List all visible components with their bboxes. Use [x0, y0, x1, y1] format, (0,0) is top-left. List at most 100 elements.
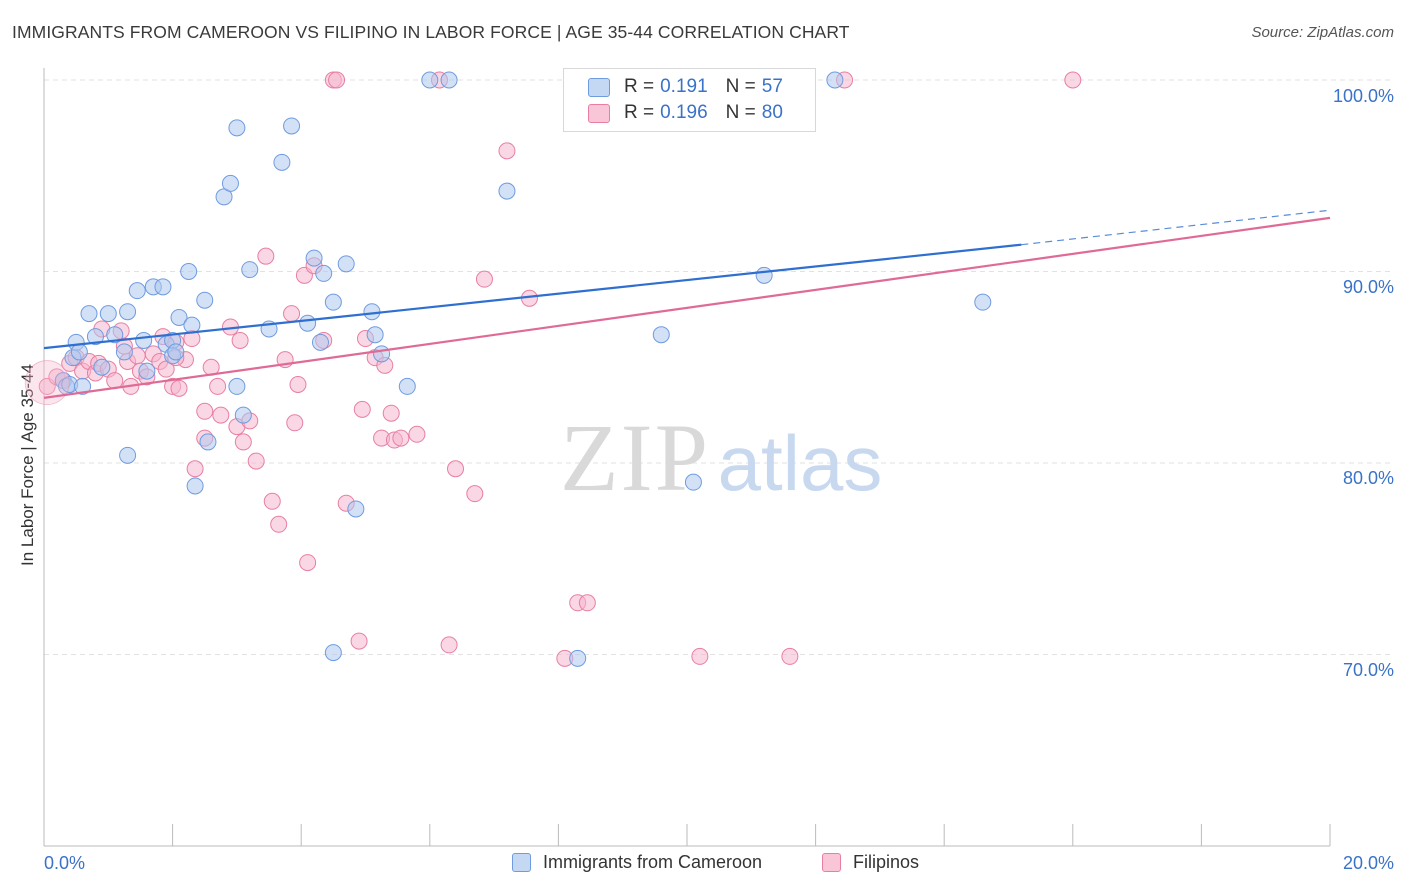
cameroon-point-15	[135, 331, 153, 349]
filipinos-point-28	[196, 402, 214, 420]
grid-lines	[44, 79, 1392, 655]
filipinos-point-54	[353, 400, 371, 418]
filipinos-point-75	[781, 647, 799, 665]
cameroon-point-57	[755, 266, 773, 284]
series-points-filipinos	[38, 71, 1082, 667]
cameroon-point-48	[373, 345, 391, 363]
cameroon-point-13	[119, 303, 137, 321]
cameroon-point-53	[569, 649, 587, 667]
legend-r-value: 0.191	[660, 76, 708, 97]
cameroon-point-8	[86, 328, 104, 346]
cameroon-point-40	[311, 333, 329, 351]
filipinos-point-45	[289, 375, 307, 393]
legend-r-value: 0.196	[660, 102, 708, 123]
filipinos-point-62	[408, 425, 426, 443]
cameroon-point-45	[347, 500, 365, 518]
cameroon-point-10	[99, 305, 117, 323]
filipinos-point-77	[1064, 71, 1082, 89]
filipinos-point-41	[270, 515, 288, 533]
trend-line-cameroon	[43, 243, 1022, 350]
cameroon-point-34	[241, 261, 259, 279]
filipinos-point-66	[466, 485, 484, 503]
trend-line-cameroon-extension	[1021, 209, 1331, 246]
cameroon-point-33	[234, 406, 252, 424]
filipinos-point-65	[447, 460, 465, 478]
cameroon-point-38	[299, 314, 317, 332]
trend-line-filipinos	[43, 216, 1331, 399]
legend-swatch-cameroon	[588, 77, 610, 97]
series-legend-swatch-cameroon	[512, 853, 531, 872]
series-legend-label-filipinos: Filipinos	[853, 852, 920, 872]
cameroon-point-59	[974, 293, 992, 311]
axes	[43, 68, 1331, 847]
cameroon-point-6	[74, 377, 92, 395]
cameroon-point-47	[366, 326, 384, 344]
x-tick-label-max: 20.0%	[1342, 853, 1394, 873]
filipinos-point-47	[299, 554, 317, 572]
cameroon-point-42	[324, 293, 342, 311]
cameroon-point-51	[440, 71, 458, 89]
cameroon-point-27	[196, 291, 214, 309]
filipinos-point-74	[691, 647, 709, 665]
cameroon-point-30	[221, 174, 239, 192]
legend-n-value: 57	[761, 76, 783, 97]
chart-source: Source: ZipAtlas.com	[1251, 24, 1394, 41]
series-legend-filipinos: Filipinos	[822, 852, 919, 873]
filipinos-point-36	[234, 433, 252, 451]
filipinos-point-43	[283, 305, 301, 323]
y-tick-label-90: 90.0%	[1342, 277, 1394, 297]
filipinos-point-40	[263, 492, 281, 510]
filipinos-point-27	[186, 460, 204, 478]
cameroon-point-9	[93, 358, 111, 376]
legend-row-cameroon: R = 0.191 N = 57	[588, 74, 783, 100]
cameroon-point-24	[180, 263, 198, 280]
cameroon-point-32	[228, 377, 246, 395]
trend-lines	[43, 209, 1331, 399]
series-legend-cameroon: Immigrants from Cameroon	[512, 852, 762, 873]
cameroon-point-50	[421, 71, 439, 89]
legend-n-label: N =	[725, 102, 756, 123]
series-legend: Immigrants from Cameroon Filipinos	[0, 852, 1406, 878]
cameroon-point-5	[70, 343, 88, 361]
filipinos-point-31	[209, 377, 227, 395]
cameroon-point-7	[80, 305, 98, 323]
watermark-zip: ZIP	[560, 404, 710, 511]
cameroon-point-11	[106, 326, 124, 344]
data-points	[24, 71, 1082, 667]
filipinos-point-53	[350, 632, 368, 650]
cameroon-point-28	[199, 433, 217, 451]
cameroon-point-43	[324, 644, 342, 662]
y-tick-label-70: 70.0%	[1342, 660, 1394, 680]
filipinos-point-61	[392, 429, 410, 447]
cameroon-point-25	[183, 316, 201, 334]
cameroon-point-58	[826, 71, 844, 89]
series-points-cameroon	[54, 71, 992, 667]
cameroon-point-23	[170, 308, 188, 326]
cameroon-point-39	[305, 249, 323, 267]
filipinos-point-68	[498, 142, 516, 160]
filipinos-point-44	[286, 414, 304, 432]
series-legend-swatch-filipinos	[822, 853, 841, 872]
filipinos-point-67	[475, 270, 493, 288]
filipinos-point-32	[212, 406, 230, 424]
cameroon-point-60	[119, 446, 137, 464]
correlation-legend: R = 0.191 N = 57 R = 0.196 N = 80	[563, 68, 816, 132]
cameroon-point-49	[398, 377, 416, 395]
cameroon-point-26	[186, 477, 204, 495]
cameroon-point-56	[684, 473, 702, 491]
cameroon-point-14	[128, 282, 146, 300]
filipinos-point-51	[328, 71, 346, 89]
legend-r-label: R =	[624, 76, 655, 97]
y-tick-label-100: 100.0%	[1332, 86, 1394, 106]
filipinos-point-64	[440, 636, 458, 654]
cameroon-point-31	[228, 119, 246, 137]
series-legend-label-cameroon: Immigrants from Cameroon	[543, 852, 763, 872]
legend-swatch-filipinos	[588, 103, 610, 123]
filipinos-point-35	[231, 331, 249, 349]
filipinos-point-24	[170, 379, 188, 397]
filipinos-point-72	[578, 594, 596, 612]
cameroon-point-18	[154, 278, 172, 296]
x-tick-label-min: 0.0%	[44, 853, 86, 873]
chart-title: IMMIGRANTS FROM CAMEROON VS FILIPINO IN …	[12, 22, 850, 42]
